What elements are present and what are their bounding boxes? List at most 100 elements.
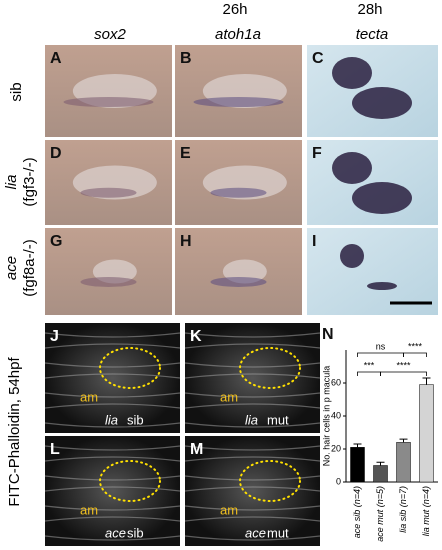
y-axis-label: No. hair cells in p macula xyxy=(321,366,331,467)
significance-bracket xyxy=(357,371,381,376)
significance-bracket xyxy=(403,352,427,357)
stain xyxy=(210,276,267,287)
stain xyxy=(332,152,372,184)
texture xyxy=(184,392,321,398)
texture xyxy=(184,505,321,511)
texture xyxy=(44,535,181,541)
texture xyxy=(44,422,181,428)
row-label: sib xyxy=(8,82,25,101)
texture xyxy=(44,332,181,338)
image-panel: A xyxy=(45,45,172,137)
x-tick-label: lia mut (n=4) xyxy=(421,486,431,536)
significance-bracket xyxy=(380,371,427,376)
texture xyxy=(184,535,321,541)
genotype-label: lia xyxy=(245,412,258,427)
texture xyxy=(184,516,321,522)
genotype-label: ace xyxy=(245,525,266,540)
y-tick-label: 40 xyxy=(331,410,341,420)
time-header: 28h xyxy=(357,1,382,18)
macula-outline xyxy=(99,347,161,389)
headers: 26h 28h sox2 atoh1a tecta sib lia (fgf3-… xyxy=(3,1,388,507)
panel-letter: L xyxy=(50,441,60,458)
time-header: 26h xyxy=(222,1,247,18)
stain xyxy=(80,187,137,198)
panel-letter: B xyxy=(180,50,192,67)
stain xyxy=(63,97,154,108)
gene-header: sox2 xyxy=(94,26,126,43)
image-panel: H xyxy=(175,228,302,315)
region-label: am xyxy=(220,502,238,517)
panel-letter: C xyxy=(312,50,324,67)
significance-bracket xyxy=(357,352,404,357)
panel-image xyxy=(307,228,438,315)
texture xyxy=(44,456,181,462)
upper-panels: A B C D E F G H I xyxy=(45,45,438,315)
texture xyxy=(184,422,321,428)
y-tick-label: 60 xyxy=(331,377,341,387)
error-bar xyxy=(376,461,385,466)
texture xyxy=(184,445,321,451)
bar xyxy=(373,465,388,483)
stain xyxy=(340,244,364,268)
panel-letter: M xyxy=(190,441,203,458)
texture xyxy=(44,403,181,409)
panel-image xyxy=(45,436,180,546)
genotype-label: ace xyxy=(105,525,126,540)
stain-label: FITC-Phalloidin, 54hpf xyxy=(6,357,23,507)
texture xyxy=(44,475,181,481)
panel-letter: G xyxy=(50,233,62,250)
genotype-label: lia xyxy=(105,412,118,427)
x-tick-label: ace sib (n=4) xyxy=(352,486,362,538)
error-bar xyxy=(422,377,431,385)
panel-letter: E xyxy=(180,145,191,162)
image-panel: G xyxy=(45,228,172,315)
error-bar xyxy=(399,438,408,443)
panel-image xyxy=(185,323,320,433)
significance-label: **** xyxy=(408,341,423,351)
y-tick-label: 20 xyxy=(331,443,341,453)
stain xyxy=(80,276,137,287)
texture xyxy=(44,445,181,451)
panel-letter: A xyxy=(50,50,62,67)
region-label: am xyxy=(80,502,98,517)
texture xyxy=(184,475,321,481)
texture xyxy=(184,373,321,379)
macula-outline xyxy=(239,460,301,502)
stain xyxy=(367,282,397,290)
stain xyxy=(332,57,372,89)
image-panel: B xyxy=(175,45,302,137)
stain xyxy=(352,87,412,119)
image-panel: E xyxy=(175,140,302,225)
texture xyxy=(44,343,181,349)
texture xyxy=(44,486,181,492)
macula-outline xyxy=(99,460,161,502)
image-panel: C xyxy=(307,45,438,137)
image-panel: I xyxy=(307,228,438,315)
panel-letter: J xyxy=(50,328,59,345)
texture xyxy=(44,392,181,398)
texture xyxy=(44,516,181,522)
x-tick-label: lia sib (n=7) xyxy=(398,486,408,533)
stain xyxy=(210,187,267,198)
texture xyxy=(44,505,181,511)
bar xyxy=(350,447,365,483)
macula-outline xyxy=(239,347,301,389)
row-label: (fgf8a-/-) xyxy=(21,239,38,297)
genotype-label: sib xyxy=(127,412,144,427)
region-label: am xyxy=(80,389,98,404)
panel-image xyxy=(45,323,180,433)
panel-image xyxy=(185,436,320,546)
chart: N No. hair cells in p macula 0 20 40 60 ace si… xyxy=(321,326,438,542)
texture xyxy=(184,362,321,368)
texture xyxy=(184,403,321,409)
region-label: am xyxy=(220,389,238,404)
genotype-label: mut xyxy=(267,525,289,540)
texture xyxy=(44,373,181,379)
image-panel: D xyxy=(45,140,172,225)
row-label: (fgf3-/-) xyxy=(21,157,38,206)
